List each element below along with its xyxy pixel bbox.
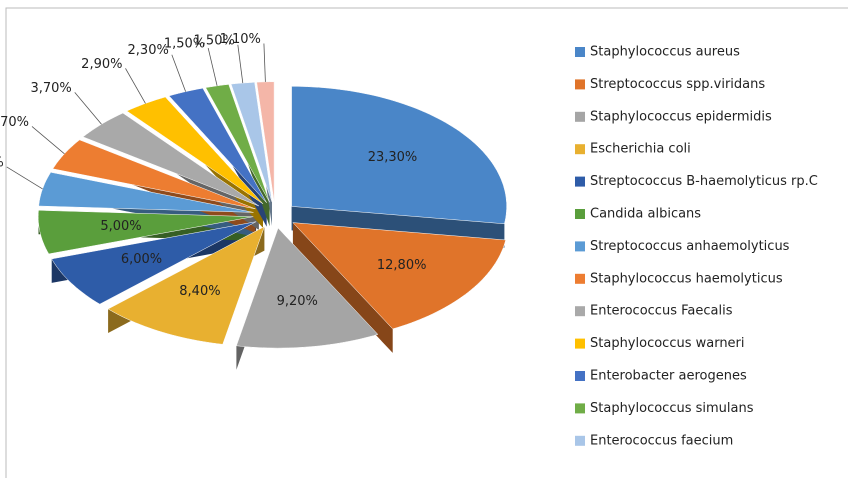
slice bbox=[236, 227, 379, 349]
legend-swatch bbox=[575, 241, 585, 252]
leader-line bbox=[207, 47, 218, 86]
legend-swatch bbox=[575, 47, 585, 57]
legend-swatch bbox=[575, 371, 585, 381]
legend-label: Enterococcus faecium bbox=[590, 433, 733, 448]
leader-line bbox=[125, 68, 146, 104]
legend-label: Escherichia coli bbox=[590, 142, 691, 157]
leader-line bbox=[171, 54, 186, 92]
data-label: 5,00% bbox=[100, 219, 141, 234]
legend-label: Streptococcus anhaemolyticus bbox=[590, 239, 790, 254]
data-labels: 23,30% 12,80% 9,20% 8,40% 6,00% 5,00% 3,90% 3,7… bbox=[0, 32, 426, 309]
data-label: 6,00% bbox=[121, 252, 162, 267]
leader-line bbox=[74, 92, 102, 125]
legend-label: Streptococcus spp.viridans bbox=[590, 77, 765, 92]
slice-tops bbox=[37, 81, 507, 349]
legend-label: Staphylococcus simulans bbox=[590, 401, 754, 416]
slice bbox=[292, 222, 507, 330]
legend-label: Enterobacter aerogenes bbox=[590, 369, 747, 384]
slice bbox=[107, 226, 265, 345]
data-label: 1,50% bbox=[194, 33, 235, 48]
data-label: 3,90% bbox=[0, 155, 4, 170]
legend-swatch bbox=[575, 435, 585, 446]
legend-label: Candida albicans bbox=[590, 207, 701, 222]
data-label: 3,70% bbox=[30, 81, 71, 96]
legend-swatch bbox=[575, 176, 585, 187]
leader-line bbox=[31, 126, 65, 155]
data-label: 1,10% bbox=[220, 32, 261, 47]
legend-swatch bbox=[575, 79, 585, 90]
data-label: 3,70% bbox=[0, 115, 29, 130]
legend-swatch bbox=[575, 209, 585, 219]
data-label: 23,30% bbox=[368, 150, 418, 165]
slice bbox=[291, 86, 507, 225]
legend-label: Staphylococcus warneri bbox=[590, 336, 745, 351]
legend-label: Enterococcus Faecalis bbox=[590, 304, 733, 319]
data-label: 2,30% bbox=[128, 43, 169, 58]
legend-swatch bbox=[575, 144, 585, 155]
legend-swatch bbox=[575, 111, 585, 122]
legend-swatch bbox=[575, 338, 585, 349]
legend-swatch bbox=[575, 306, 585, 317]
leader-line bbox=[237, 44, 244, 84]
legend-swatch bbox=[575, 403, 585, 414]
legend-label: Staphylococcus aureus bbox=[590, 45, 740, 60]
data-label: 2,90% bbox=[81, 57, 122, 72]
slice bbox=[37, 210, 254, 255]
slice bbox=[51, 221, 257, 305]
legend-swatch bbox=[575, 273, 585, 284]
data-label: 8,40% bbox=[179, 284, 220, 299]
leader-line bbox=[263, 43, 266, 82]
leader-line bbox=[6, 166, 43, 190]
legend-label: Staphylococcus haemolyticus bbox=[590, 271, 783, 286]
slice bbox=[205, 84, 270, 203]
slice bbox=[230, 82, 273, 202]
slice bbox=[82, 112, 260, 207]
data-label: 12,80% bbox=[377, 258, 427, 273]
legend-label: Streptococcus B-haemolyticus rp.C bbox=[590, 174, 818, 189]
data-label: 9,20% bbox=[277, 294, 318, 309]
slice bbox=[168, 87, 267, 203]
data-label: 1,50% bbox=[164, 37, 205, 52]
legend-label: Staphylococcus epidermidis bbox=[590, 109, 772, 124]
chart-frame bbox=[5, 7, 848, 478]
